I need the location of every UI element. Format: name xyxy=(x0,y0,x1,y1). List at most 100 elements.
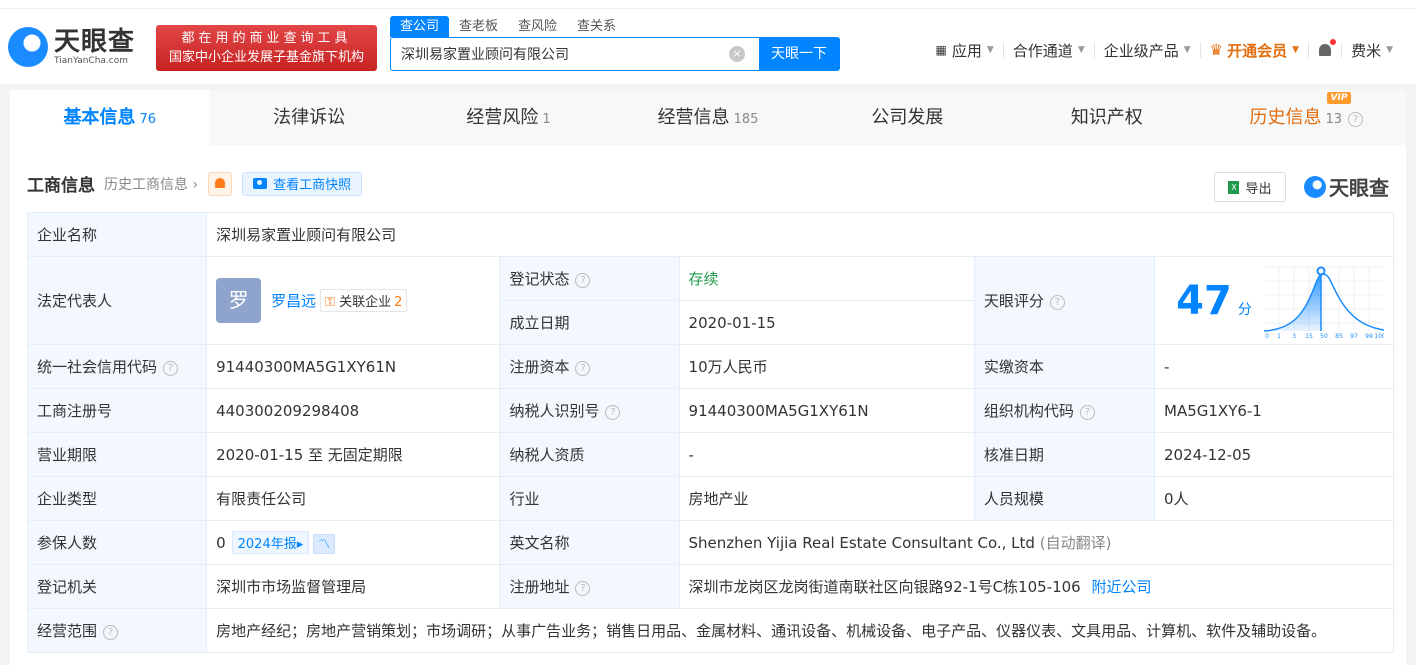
business-scope: 房地产经纪；房地产营销策划；市场调研；从事广告业务；销售日用品、金属材料、通讯设… xyxy=(206,608,1394,653)
snapshot-button[interactable]: 查看工商快照 xyxy=(242,171,363,196)
taxpayer-qualification: - xyxy=(678,432,975,477)
legal-rep-link[interactable]: 罗昌远 xyxy=(271,292,317,310)
logo[interactable]: 天眼查 TianYanCha.com xyxy=(8,27,135,67)
help-icon[interactable]: ? xyxy=(1079,405,1095,420)
help-icon[interactable]: ? xyxy=(1348,112,1364,127)
taxpayer-id: 91440300MA5G1XY61N xyxy=(678,388,975,433)
grid-icon: ▦ xyxy=(935,43,947,57)
slogan-line: 都在用的商业查询工具 xyxy=(181,31,352,46)
bell-icon xyxy=(1318,39,1337,58)
tab-development[interactable]: 公司发展 xyxy=(808,90,1007,145)
business-info-table: 企业名称 深圳易家置业顾问有限公司 法定代表人 罗罗昌远 ⚿ 关联企业 2 登记状态… xyxy=(26,212,1395,653)
score-value: 47 xyxy=(1176,277,1232,324)
field-label: 登记状态? xyxy=(499,256,680,301)
snapshot-label: 查看工商快照 xyxy=(273,178,352,193)
nav-enterprise[interactable]: 企业级产品 ▼ xyxy=(1095,42,1201,60)
field-label: 纳税人识别号? xyxy=(499,388,680,433)
search-tab-risk[interactable]: 查风险 xyxy=(518,19,558,34)
related-count: 2 xyxy=(394,295,403,310)
credit-code: 91440300MA5G1XY61N xyxy=(206,344,501,389)
nav-label: 合作通道 xyxy=(1012,41,1073,60)
business-info-card: 工商信息 历史工商信息 › 查看工商快照 X 导出 天眼查 企业名称 深圳易家置业… xyxy=(10,145,1406,665)
tab-legal[interactable]: 法律诉讼 xyxy=(209,90,408,145)
table-row: 企业名称 深圳易家置业顾问有限公司 xyxy=(26,212,1394,257)
axis-tick-label: 99 xyxy=(1365,333,1373,339)
axis-tick-label: 100 xyxy=(1374,333,1384,339)
tab-basic-info[interactable]: 基本信息 76 xyxy=(10,90,210,145)
tab-label: 知识产权 xyxy=(1070,107,1143,128)
trend-chart-icon[interactable]: 〽 xyxy=(313,533,336,554)
caret-down-icon: ▼ xyxy=(986,45,994,55)
auto-translate-note: (自动翻译) xyxy=(1039,534,1112,552)
org-chart-icon: ⚿ xyxy=(325,295,340,310)
help-icon[interactable]: ? xyxy=(575,581,591,596)
field-label: 参保人数 xyxy=(26,520,208,565)
tab-risk[interactable]: 经营风险 1 xyxy=(409,90,608,145)
help-icon[interactable]: ? xyxy=(605,405,621,420)
caret-down-icon: ▼ xyxy=(1077,45,1085,55)
table-row: 经营范围? 房地产经纪；房地产营销策划；市场调研；从事广告业务；销售日用品、金属… xyxy=(26,608,1394,653)
slogan-line: 国家中小企业发展子基金旗下机构 xyxy=(168,50,364,65)
business-term: 2020-01-15 至 无固定期限 xyxy=(206,432,501,477)
org-code: MA5G1XY6-1 xyxy=(1154,388,1394,433)
field-label: 实缴资本 xyxy=(973,344,1156,389)
help-icon[interactable]: ? xyxy=(1049,295,1065,310)
field-label: 注册地址? xyxy=(499,564,680,609)
tab-count: 185 xyxy=(733,112,759,127)
search-tab-company[interactable]: 查公司 xyxy=(390,16,450,37)
user-menu[interactable]: 费米 ▼ xyxy=(1342,41,1402,60)
help-icon[interactable]: ? xyxy=(575,273,591,288)
clear-icon[interactable]: × xyxy=(729,46,745,62)
field-label: 纳税人资质 xyxy=(499,432,680,477)
staff-size: 0人 xyxy=(1154,476,1394,521)
help-icon[interactable]: ? xyxy=(575,361,591,376)
tab-operation[interactable]: 经营信息 185 xyxy=(608,90,807,145)
found-date: 2020-01-15 xyxy=(678,300,975,345)
tab-ip[interactable]: 知识产权 xyxy=(1007,90,1206,145)
score-unit: 分 xyxy=(1237,301,1252,318)
search-tabs: 查公司 查老板 查风险 查关系 xyxy=(390,16,626,37)
nav-vip[interactable]: ♛ 开通会员 ▼ xyxy=(1201,41,1310,60)
monitor-bell-icon[interactable] xyxy=(208,171,233,196)
search-input[interactable] xyxy=(391,38,729,70)
search-button[interactable]: 天眼一下 xyxy=(759,38,839,70)
notification-button[interactable] xyxy=(1309,39,1343,58)
export-label: 导出 xyxy=(1245,181,1272,197)
tab-count: 76 xyxy=(139,112,156,127)
tab-label: 经营风险 xyxy=(466,107,539,128)
related-companies-button[interactable]: ⚿ 关联企业 2 xyxy=(320,289,408,312)
slogan-banner[interactable]: 都在用的商业查询工具 国家中小企业发展子基金旗下机构 xyxy=(156,25,377,71)
field-label: 行业 xyxy=(499,476,680,521)
user-name: 费米 xyxy=(1351,41,1382,60)
annual-report-button[interactable]: 2024年报▸ xyxy=(231,531,310,554)
history-link[interactable]: 历史工商信息 › xyxy=(104,176,199,193)
excel-icon: X xyxy=(1228,180,1240,194)
english-name-cell: Shenzhen Yijia Real Estate Consultant Co… xyxy=(678,520,1395,565)
nav-label: 开通会员 xyxy=(1227,41,1288,60)
top-header: 天眼查 TianYanCha.com 都在用的商业查询工具 国家中小企业发展子基金旗… xyxy=(0,0,1416,84)
nearby-companies-link[interactable]: 附近公司 xyxy=(1091,578,1152,596)
export-button[interactable]: X 导出 xyxy=(1214,172,1286,202)
field-label: 核准日期 xyxy=(973,432,1156,477)
tab-count: 13 xyxy=(1325,112,1343,127)
paid-capital: - xyxy=(1154,344,1394,389)
tab-count: 1 xyxy=(542,112,551,127)
logo-icon xyxy=(1304,175,1326,198)
help-icon[interactable]: ? xyxy=(163,361,179,376)
company-type: 有限责任公司 xyxy=(206,476,501,521)
registration-authority: 深圳市市场监督管理局 xyxy=(206,564,501,609)
help-icon[interactable]: ? xyxy=(103,625,119,640)
nav-cooperation[interactable]: 合作通道 ▼ xyxy=(1004,41,1095,60)
tab-label: 历史信息 xyxy=(1249,107,1322,128)
vip-badge: VIP xyxy=(1326,92,1352,104)
chart-grid xyxy=(1264,266,1384,331)
nav-apps[interactable]: ▦ 应用 ▼ xyxy=(927,41,1004,60)
table-row: 成立日期 2020-01-15 xyxy=(28,300,1394,345)
tab-history[interactable]: VIP 历史信息 13? xyxy=(1207,90,1406,145)
search-tab-boss[interactable]: 查老板 xyxy=(459,19,499,34)
label-text: 天眼评分 xyxy=(983,292,1044,310)
axis-tick-label: 50 xyxy=(1320,333,1328,339)
field-label: 成立日期 xyxy=(499,300,680,345)
search-tab-relation[interactable]: 查关系 xyxy=(577,19,617,34)
nav-label: 应用 xyxy=(951,41,982,60)
